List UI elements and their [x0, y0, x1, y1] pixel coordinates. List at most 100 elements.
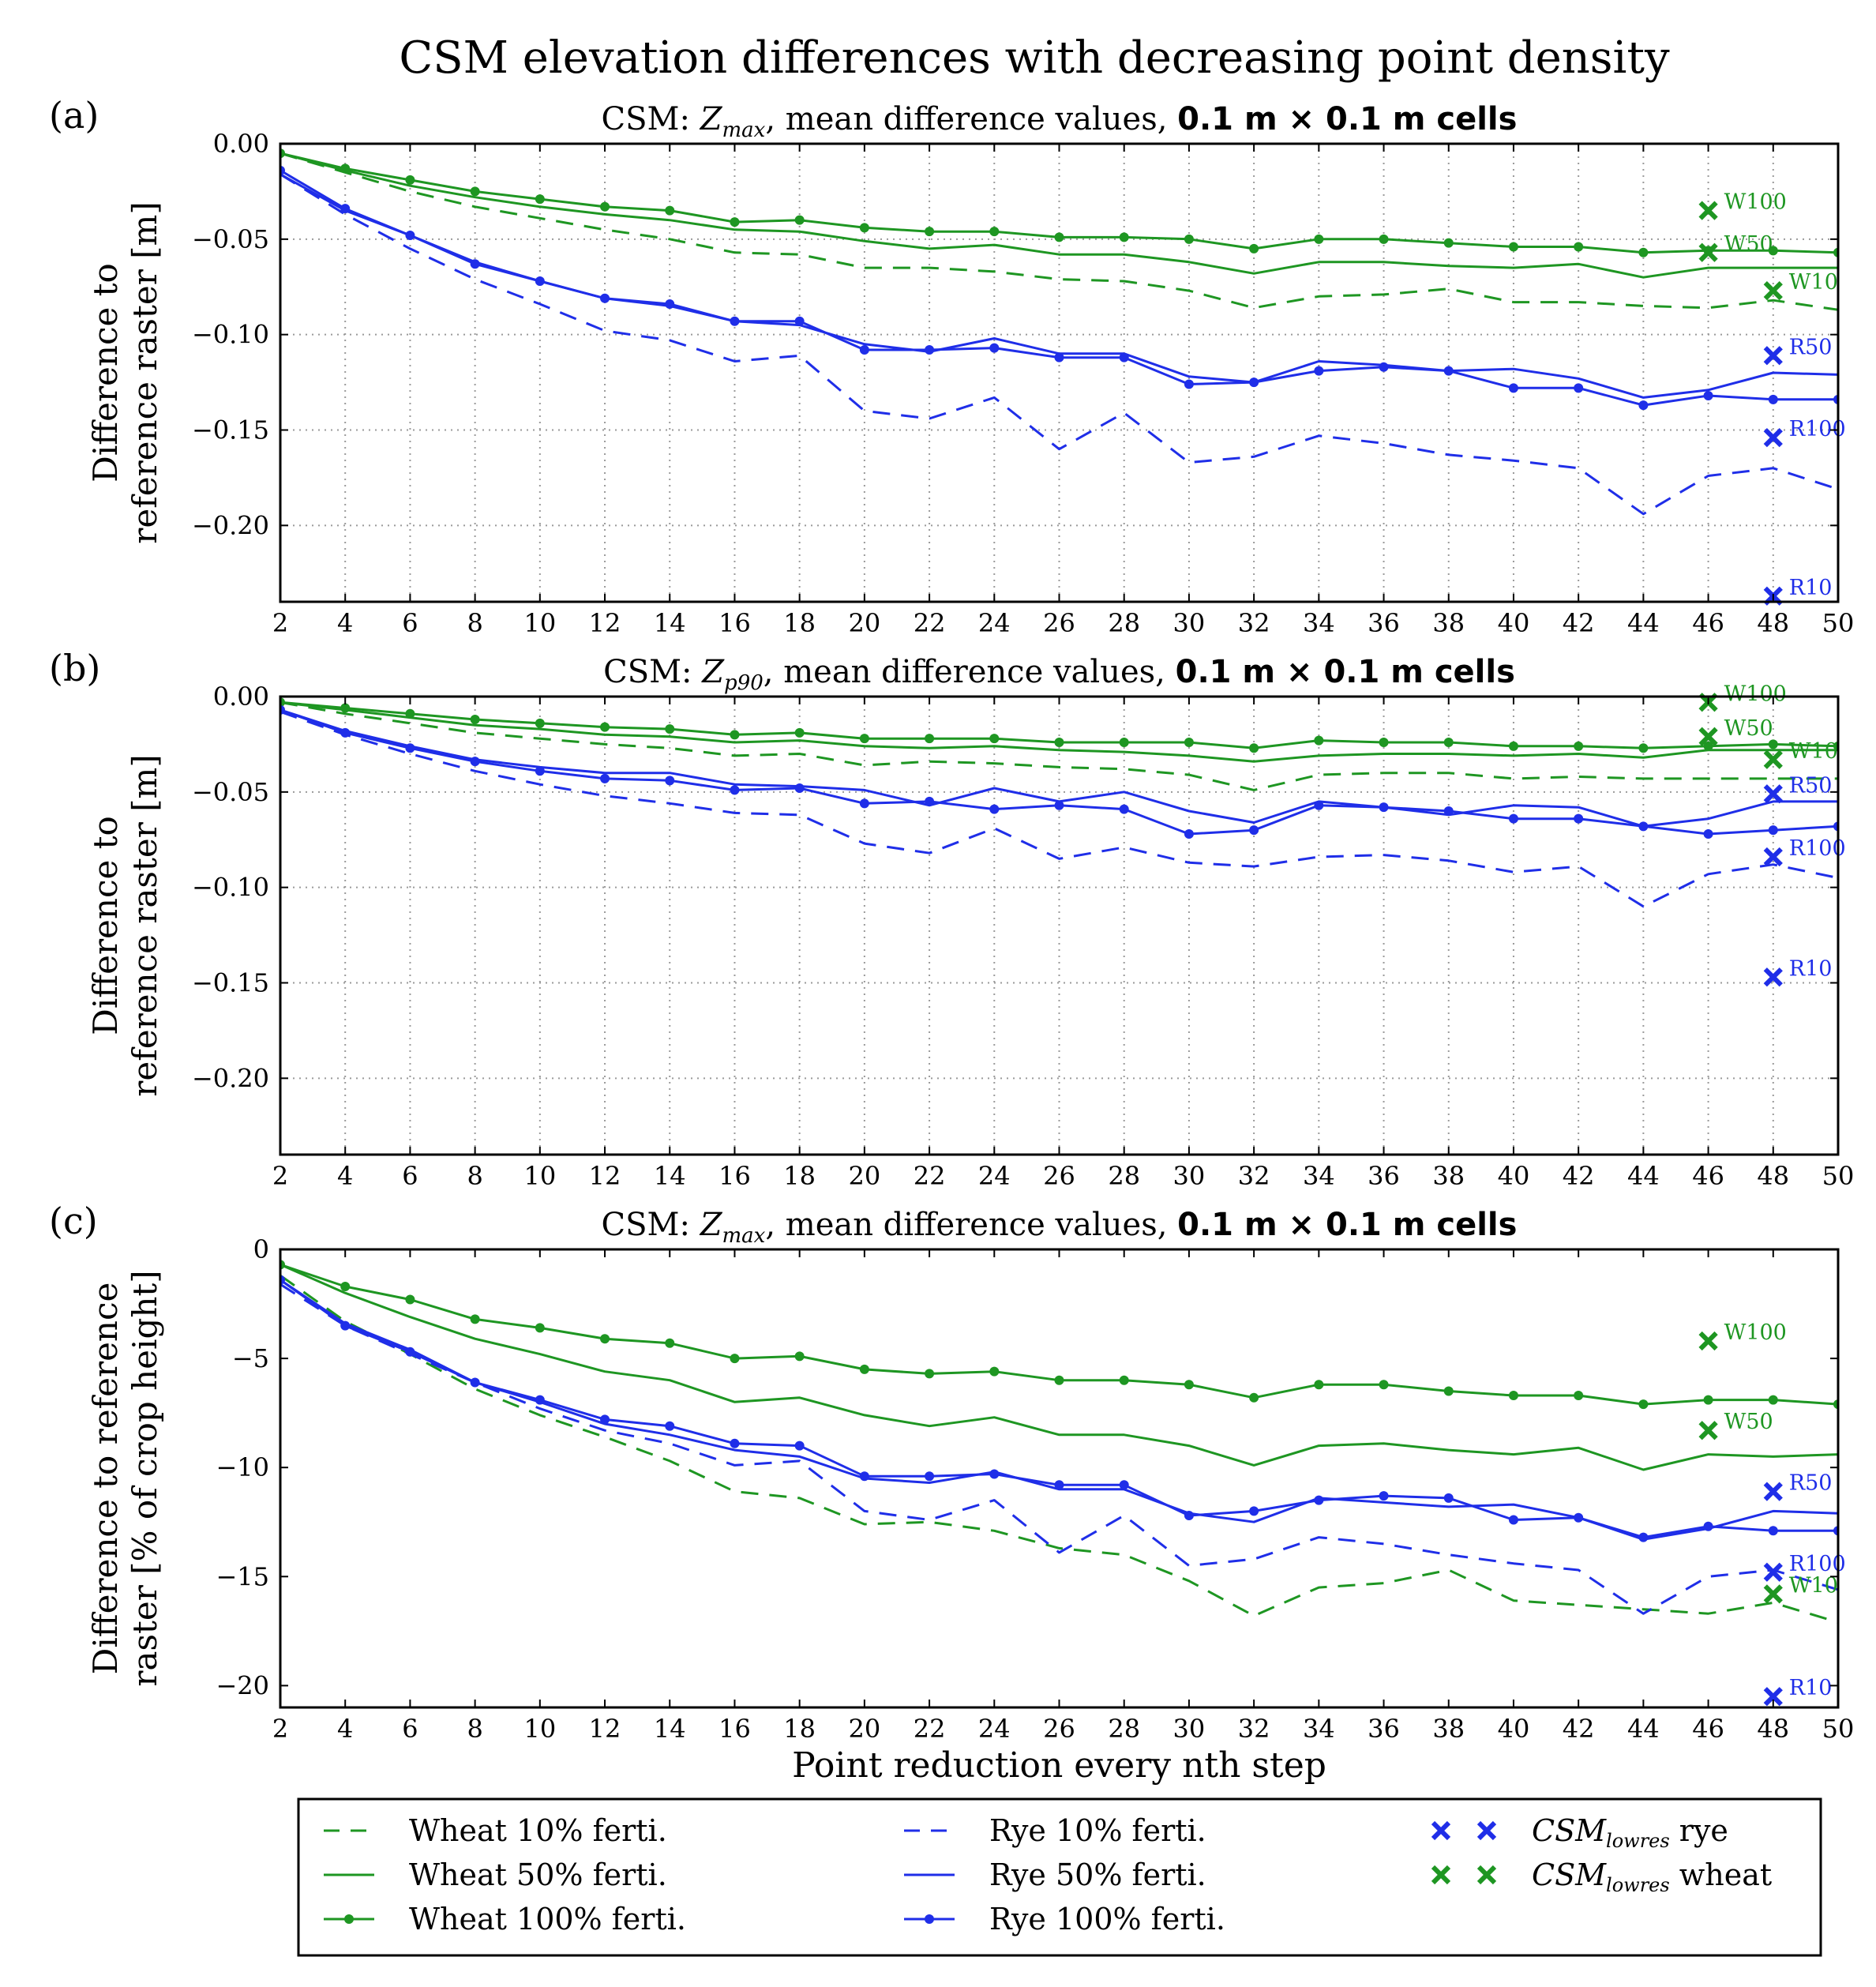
x-tick-label: 24 — [978, 1161, 1011, 1191]
x-tick-label: 24 — [978, 608, 1011, 638]
x-tick-label: 8 — [467, 1161, 482, 1191]
data-point-wheat100 — [1054, 738, 1064, 747]
data-point-wheat100 — [340, 1281, 351, 1291]
series-line-rye10 — [280, 710, 1838, 908]
x-tick-label: 46 — [1692, 1161, 1724, 1191]
data-point-rye100 — [405, 743, 415, 753]
legend-item-wheat100: Wheat 100% ferti. — [324, 1902, 686, 1936]
x-tick-label: 28 — [1108, 1161, 1140, 1191]
x-tick-label: 48 — [1757, 1714, 1789, 1744]
panel-title-middle: , mean difference values, — [765, 1207, 1177, 1243]
data-point-rye100 — [1119, 352, 1129, 362]
x-tick-label: 40 — [1498, 608, 1530, 638]
lowres-marker-w100 — [1698, 201, 1718, 220]
data-point-wheat100 — [859, 223, 869, 233]
lowres-marker-r50 — [1763, 784, 1783, 804]
data-point-wheat100 — [1443, 1386, 1454, 1396]
lowres-marker-w50 — [1698, 242, 1718, 262]
x-tick-label: 40 — [1498, 1161, 1530, 1191]
marker-label: W100 — [1724, 1320, 1787, 1345]
data-point-rye100 — [1768, 825, 1778, 836]
marker-label: R100 — [1789, 836, 1846, 861]
x-tick-label: 18 — [783, 608, 816, 638]
data-point-rye100 — [1574, 1512, 1584, 1523]
data-point-wheat100 — [405, 1294, 415, 1305]
legend-label: Wheat 50% ferti. — [409, 1857, 667, 1892]
y-tick-label: −0.05 — [192, 777, 269, 807]
x-tick-label: 18 — [783, 1714, 816, 1744]
data-point-wheat100 — [405, 175, 415, 185]
marker-label: W100 — [1724, 682, 1787, 706]
data-point-rye100 — [340, 204, 351, 214]
data-point-wheat100 — [1184, 738, 1194, 747]
lowres-marker-r100 — [1763, 428, 1783, 448]
x-tick-label: 26 — [1043, 608, 1075, 638]
data-point-rye100 — [859, 1471, 869, 1482]
data-point-rye100 — [859, 345, 869, 355]
data-point-wheat100 — [989, 1366, 1000, 1377]
data-point-rye100 — [1508, 383, 1518, 393]
data-point-wheat100 — [1054, 232, 1064, 242]
y-axis-label: Difference to reference — [86, 1283, 125, 1675]
data-point-rye100 — [794, 316, 805, 326]
legend: Wheat 10% ferti. Wheat 50% ferti. Wheat 10… — [297, 1797, 1822, 1957]
data-point-wheat100 — [405, 708, 415, 719]
legend-item-lowres_rye: CSMlowres rye — [1431, 1813, 1728, 1852]
series-line-rye100 — [280, 169, 1838, 407]
panel-title-middle: , mean difference values, — [764, 654, 1176, 690]
x-tick-label: 50 — [1822, 1714, 1855, 1744]
series-line-rye10 — [280, 173, 1838, 516]
data-point-wheat100 — [665, 205, 675, 216]
data-point-rye100 — [925, 1471, 935, 1482]
lowres-marker-r10 — [1763, 1687, 1783, 1707]
tick-labels: 2 4 6 8 10 12 14 16 18 20 22 24 26 28 30 32 34 36 38 40 42 44… — [216, 1234, 1854, 1744]
panel-label: (a) — [49, 94, 99, 137]
x-tick-label: 22 — [914, 1161, 946, 1191]
panel-title-var-sub: max — [722, 1224, 766, 1248]
x-tick-label: 36 — [1368, 608, 1400, 638]
lowres-marker-w10 — [1763, 1584, 1783, 1604]
x-tick-label: 12 — [589, 1714, 621, 1744]
data-point-rye100 — [600, 1414, 610, 1425]
data-point-wheat100 — [665, 724, 675, 734]
panel-title-var: Z — [699, 101, 723, 137]
panel-title: CSM: Zmax, mean difference values, 0.1 m… — [602, 1207, 1518, 1248]
panel-title-cells: 0.1 m × 0.1 m cells — [1177, 1207, 1517, 1243]
data-point-rye100 — [1703, 1521, 1713, 1531]
y-tick-label: −0.10 — [192, 320, 269, 350]
y-tick-label: −15 — [216, 1561, 269, 1591]
series-group — [280, 148, 1838, 516]
x-tick-label: 14 — [654, 1161, 686, 1191]
plot-frame — [279, 1248, 1840, 1709]
y-tick-label: −10 — [216, 1452, 269, 1482]
panel-title-var-sub: p90 — [724, 671, 764, 695]
data-point-rye100 — [730, 1438, 740, 1448]
data-point-wheat100 — [1443, 238, 1454, 248]
marker-label: W50 — [1724, 232, 1773, 257]
data-point-wheat100 — [535, 1323, 545, 1333]
data-point-rye100 — [925, 796, 935, 806]
x-tick-label: 46 — [1692, 1714, 1724, 1744]
x-tick-label: 14 — [654, 1714, 686, 1744]
legend-item-wheat10: Wheat 10% ferti. — [324, 1813, 667, 1848]
data-point-wheat100 — [1314, 234, 1324, 244]
x-tick-label: 16 — [719, 1161, 751, 1191]
data-point-wheat100 — [730, 730, 740, 740]
y-axis-label: reference raster [m] — [126, 201, 164, 543]
data-point-rye100 — [1768, 1526, 1778, 1536]
data-point-rye100 — [1249, 377, 1259, 388]
data-point-rye100 — [1508, 813, 1518, 824]
x-tick-label: 4 — [337, 608, 353, 638]
panel-label: (c) — [49, 1200, 98, 1242]
data-point-rye100 — [665, 299, 675, 309]
data-point-wheat100 — [1249, 243, 1259, 254]
x-tick-label: 38 — [1432, 1161, 1465, 1191]
data-point-rye100 — [665, 1421, 675, 1431]
legend-label: Rye 50% ferti. — [989, 1857, 1206, 1892]
data-point-wheat100 — [859, 1364, 869, 1374]
y-tick-label: 0.00 — [213, 129, 269, 159]
lowres-marker-w50 — [1698, 1421, 1718, 1440]
x-tick-label: 34 — [1303, 1714, 1335, 1744]
x-tick-label: 36 — [1368, 1161, 1400, 1191]
